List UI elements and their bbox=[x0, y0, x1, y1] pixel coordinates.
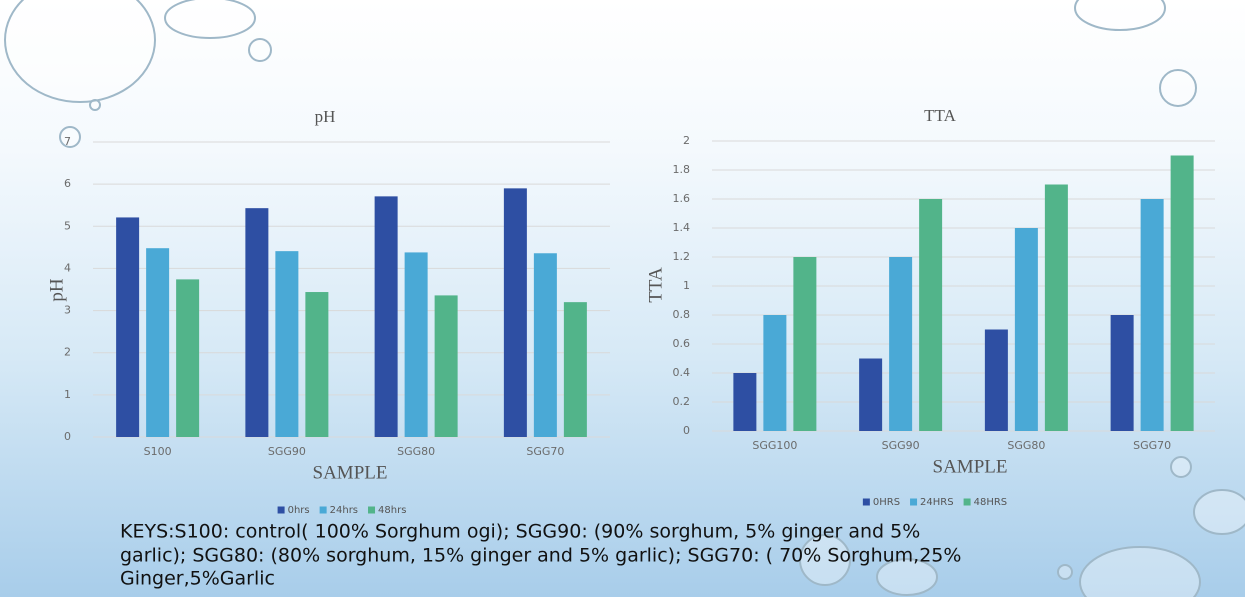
y-tick-label: 1 bbox=[64, 388, 71, 401]
bar bbox=[733, 373, 756, 431]
y-tick-label: 1.6 bbox=[673, 192, 691, 205]
keys-line: Ginger,5%Garlic bbox=[120, 568, 275, 590]
bar bbox=[1141, 199, 1164, 431]
y-tick-label: 2 bbox=[64, 346, 71, 359]
x-tick-label: SGG90 bbox=[268, 445, 306, 458]
x-tick-label: SGG80 bbox=[397, 445, 435, 458]
bar bbox=[1045, 185, 1068, 432]
bubble bbox=[1160, 70, 1196, 106]
bar bbox=[116, 217, 139, 437]
x-axis-title: SAMPLE bbox=[313, 462, 388, 483]
legend-label: 48HRS bbox=[974, 497, 1008, 508]
y-tick-label: 4 bbox=[64, 261, 71, 274]
y-tick-label: 0.4 bbox=[673, 366, 691, 379]
bar bbox=[534, 253, 557, 437]
x-tick-label: SGG100 bbox=[752, 439, 797, 452]
y-tick-label: 0.8 bbox=[673, 308, 691, 321]
bar bbox=[375, 196, 398, 437]
y-tick-label: 1 bbox=[683, 279, 690, 292]
bar bbox=[405, 252, 428, 437]
bar bbox=[793, 257, 816, 431]
bar bbox=[1111, 315, 1134, 431]
chart-title: TTA bbox=[924, 106, 956, 125]
x-tick-label: SGG70 bbox=[526, 445, 564, 458]
bar bbox=[919, 199, 942, 431]
legend-swatch bbox=[964, 499, 971, 506]
y-tick-label: 1.2 bbox=[673, 250, 691, 263]
bubble bbox=[1171, 457, 1191, 477]
y-tick-label: 0.2 bbox=[673, 395, 691, 408]
legend-label: 0HRS bbox=[873, 497, 900, 508]
legend-swatch bbox=[910, 499, 917, 506]
legend-label: 48hrs bbox=[378, 505, 406, 516]
bar bbox=[889, 257, 912, 431]
bar bbox=[146, 248, 169, 437]
bar bbox=[1015, 228, 1038, 431]
bar bbox=[763, 315, 786, 431]
x-tick-label: SGG70 bbox=[1133, 439, 1171, 452]
y-tick-label: 2 bbox=[683, 134, 690, 147]
bar bbox=[275, 251, 298, 437]
keys-line: KEYS:S100: control( 100% Sorghum ogi); S… bbox=[120, 521, 920, 543]
x-tick-label: S100 bbox=[144, 445, 172, 458]
bubble bbox=[165, 0, 255, 38]
slide: KEYS:S100: control( 100% Sorghum ogi); S… bbox=[0, 0, 1245, 597]
bar bbox=[564, 302, 587, 437]
bubble bbox=[1080, 547, 1200, 597]
legend: 0hrs 24hrs 48hrs bbox=[278, 505, 407, 516]
bar bbox=[435, 295, 458, 437]
y-axis-title: pH bbox=[46, 278, 67, 302]
bar bbox=[305, 292, 328, 437]
x-tick-label: SGG80 bbox=[1007, 439, 1045, 452]
bubble bbox=[90, 100, 100, 110]
bar bbox=[985, 330, 1008, 432]
y-tick-label: 3 bbox=[64, 304, 71, 317]
x-tick-label: SGG90 bbox=[882, 439, 920, 452]
chart-title: pH bbox=[315, 107, 336, 126]
bar bbox=[1171, 156, 1194, 432]
bar bbox=[176, 279, 199, 437]
bubble bbox=[1075, 0, 1165, 30]
y-tick-label: 5 bbox=[64, 219, 71, 232]
bar bbox=[245, 208, 268, 437]
legend-label: 0hrs bbox=[288, 505, 310, 516]
legend: 0HRS 24HRS 48HRS bbox=[863, 497, 1007, 508]
y-tick-label: 0.6 bbox=[673, 337, 691, 350]
x-axis-title: SAMPLE bbox=[933, 456, 1008, 477]
bar bbox=[504, 188, 527, 437]
bubble bbox=[1058, 565, 1072, 579]
y-tick-label: 1.4 bbox=[673, 221, 691, 234]
bar bbox=[859, 359, 882, 432]
y-tick-label: 6 bbox=[64, 177, 71, 190]
bubble bbox=[1194, 490, 1245, 534]
legend-swatch bbox=[368, 507, 375, 514]
y-tick-label: 0 bbox=[64, 430, 71, 443]
y-tick-label: 7 bbox=[64, 135, 71, 148]
legend-swatch bbox=[278, 507, 285, 514]
bubble bbox=[249, 39, 271, 61]
legend-label: 24HRS bbox=[920, 497, 954, 508]
legend-label: 24hrs bbox=[330, 505, 358, 516]
chart-canvas: KEYS:S100: control( 100% Sorghum ogi); S… bbox=[0, 0, 1245, 597]
y-axis-title: TTA bbox=[645, 267, 666, 303]
y-tick-label: 0 bbox=[683, 424, 690, 437]
bubble bbox=[5, 0, 155, 102]
y-tick-label: 1.8 bbox=[673, 163, 691, 176]
legend-swatch bbox=[863, 499, 870, 506]
legend-swatch bbox=[320, 507, 327, 514]
keys-line: garlic); SGG80: (80% sorghum, 15% ginger… bbox=[120, 545, 961, 567]
